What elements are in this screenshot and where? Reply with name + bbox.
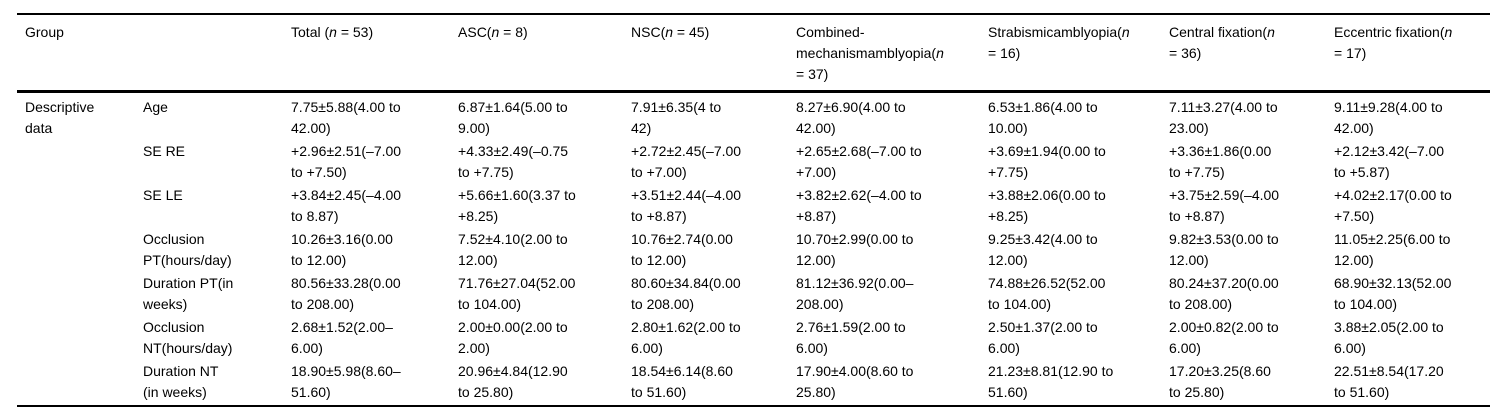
cell: +3.69±1.94(0.00 to +7.75) bbox=[988, 143, 1106, 180]
italic-n: n bbox=[1121, 24, 1130, 40]
cell: 68.90±32.13(52.00 to 104.00) bbox=[1334, 275, 1452, 312]
italic-n: n bbox=[329, 24, 337, 40]
cell: 10.76±2.74(0.00 to 12.00) bbox=[631, 231, 733, 268]
cell: 81.12±36.92(0.00–208.00) bbox=[796, 275, 914, 312]
cell: 80.56±33.28(0.00 to 208.00) bbox=[291, 275, 401, 312]
cell: 80.60±34.84(0.00 to 208.00) bbox=[631, 275, 741, 312]
cell: 9.82±3.53(0.00 to 12.00) bbox=[1169, 231, 1279, 268]
cell: +3.82±2.62(–4.00 to +8.87) bbox=[796, 187, 922, 224]
cell: 22.51±8.54(17.20 to 51.60) bbox=[1334, 363, 1444, 400]
cell: 7.52±4.10(2.00 to 12.00) bbox=[458, 231, 568, 268]
column-header-combined-mechanism-amblyopia: Combined-mechanismamblyopia(n = 37) bbox=[795, 14, 988, 93]
italic-n: n bbox=[665, 24, 674, 40]
cell: 6.87±1.64(5.00 to 9.00) bbox=[458, 99, 568, 136]
cell: +3.51±2.44(–4.00 to +8.87) bbox=[631, 187, 742, 224]
cell: +2.12±3.42(–7.00 to +5.87) bbox=[1334, 143, 1445, 180]
row-label-duration-pt: Duration PT(in weeks) bbox=[143, 275, 234, 312]
table-row-occlusion-nt: Occlusion NT(hours/day) 2.68±1.52(2.00–6… bbox=[17, 317, 1490, 361]
row-label-se-re: SE RE bbox=[143, 143, 186, 159]
cell: 17.90±4.00(8.60 to 25.80) bbox=[796, 363, 914, 400]
cell: 18.90±5.98(8.60–51.60) bbox=[291, 363, 401, 400]
column-header-asc: ASC(n = 8) bbox=[457, 14, 631, 93]
cell: 21.23±8.81(12.90 to 51.60) bbox=[988, 363, 1114, 400]
section-label: Descriptive data bbox=[25, 99, 95, 136]
cell: 80.24±37.20(0.00 to 208.00) bbox=[1169, 275, 1279, 312]
table-row-age: Descriptive data Age 7.75±5.88(4.00 to 4… bbox=[17, 92, 1490, 142]
table-row-occlusion-pt: Occlusion PT(hours/day) 10.26±3.16(0.00 … bbox=[17, 229, 1490, 273]
cell: +2.96±2.51(–7.00 to +7.50) bbox=[291, 143, 402, 180]
table-row-duration-pt: Duration PT(in weeks) 80.56±33.28(0.00 t… bbox=[17, 273, 1490, 317]
cell: 11.05±2.25(6.00 to 12.00) bbox=[1334, 231, 1451, 268]
italic-n: n bbox=[491, 24, 500, 40]
column-header-group: Group bbox=[17, 14, 291, 93]
row-label-se-le: SE LE bbox=[143, 187, 183, 203]
cell: 7.91±6.35(4 to 42) bbox=[631, 99, 722, 136]
cell: 8.27±6.90(4.00 to 42.00) bbox=[796, 99, 906, 136]
italic-n: n bbox=[1444, 24, 1453, 40]
table-row-se-le: SE LE +3.84±2.45(–4.00 to 8.87) +5.66±1.… bbox=[17, 185, 1490, 229]
cell: +3.84±2.45(–4.00 to 8.87) bbox=[291, 187, 402, 224]
column-header-nsc: NSC(n = 45) bbox=[630, 14, 796, 93]
column-header-total: Total (n = 53) bbox=[290, 14, 458, 93]
cell: 2.00±0.00(2.00 to 2.00) bbox=[458, 319, 568, 356]
table-row-se-re: SE RE +2.96±2.51(–7.00 to +7.50) +4.33±2… bbox=[17, 141, 1490, 185]
cell: 2.00±0.82(2.00 to 6.00) bbox=[1169, 319, 1279, 356]
cell: +3.36±1.86(0.00 to +7.75) bbox=[1169, 143, 1272, 180]
cell: 2.76±1.59(2.00 to 6.00) bbox=[796, 319, 906, 356]
column-header-central-fixation: Central fixation(n = 36) bbox=[1168, 14, 1334, 93]
cell: 20.96±4.84(12.90 to 25.80) bbox=[458, 363, 568, 400]
cell: +2.72±2.45(–7.00 to +7.00) bbox=[631, 143, 742, 180]
cell: 2.50±1.37(2.00 to 6.00) bbox=[988, 319, 1098, 356]
row-label-occlusion-pt: Occlusion PT(hours/day) bbox=[143, 231, 232, 268]
table-row-duration-nt: Duration NT (in weeks) 18.90±5.98(8.60–5… bbox=[17, 361, 1490, 406]
column-header-eccentric-fixation: Eccentric fixation(n = 17) bbox=[1333, 14, 1491, 93]
cell: 10.26±3.16(0.00 to 12.00) bbox=[291, 231, 393, 268]
header-row: Group Total (n = 53) ASC(n = 8) NSC(n = … bbox=[17, 14, 1491, 93]
italic-n: n bbox=[936, 45, 944, 61]
cell: +5.66±1.60(3.37 to +8.25) bbox=[458, 187, 576, 224]
descriptive-data-table: Group Total (n = 53) ASC(n = 8) NSC(n = … bbox=[17, 13, 1491, 407]
cell: 71.76±27.04(52.00 to 104.00) bbox=[458, 275, 576, 312]
cell: 3.88±2.05(2.00 to 6.00) bbox=[1334, 319, 1444, 356]
cell: +4.33±2.49(–0.75 to +7.75) bbox=[458, 143, 569, 180]
column-header-strabismic-amblyopia: Strabismicamblyopia(n = 16) bbox=[987, 14, 1169, 93]
cell: 2.68±1.52(2.00–6.00) bbox=[291, 319, 393, 356]
cell: 2.80±1.62(2.00 to 6.00) bbox=[631, 319, 741, 356]
cell: 9.25±3.42(4.00 to 12.00) bbox=[988, 231, 1098, 268]
cell: 17.20±3.25(8.60 to 25.80) bbox=[1169, 363, 1271, 400]
cell: +4.02±2.17(0.00 to +7.50) bbox=[1334, 187, 1452, 224]
cell: 7.75±5.88(4.00 to 42.00) bbox=[291, 99, 401, 136]
cell: 6.53±1.86(4.00 to 10.00) bbox=[988, 99, 1098, 136]
cell: 74.88±26.52(52.00 to 104.00) bbox=[988, 275, 1106, 312]
cell: 7.11±3.27(4.00 to 23.00) bbox=[1169, 99, 1278, 136]
italic-n: n bbox=[1267, 24, 1275, 40]
cell: 18.54±6.14(8.60 to 51.60) bbox=[631, 363, 733, 400]
cell: 10.70±2.99(0.00 to 12.00) bbox=[796, 231, 914, 268]
cell: +2.65±2.68(–7.00 to +7.00) bbox=[796, 143, 922, 180]
cell: 9.11±9.28(4.00 to 42.00) bbox=[1334, 99, 1443, 136]
cell: +3.88±2.06(0.00 to +8.25) bbox=[988, 187, 1106, 224]
row-label-age: Age bbox=[143, 99, 168, 115]
row-label-duration-nt: Duration NT (in weeks) bbox=[143, 363, 219, 400]
cell: +3.75±2.59(–4.00 to +8.87) bbox=[1169, 187, 1280, 224]
row-label-occlusion-nt: Occlusion NT(hours/day) bbox=[143, 319, 233, 356]
column-header-group-label: Group bbox=[25, 24, 64, 40]
